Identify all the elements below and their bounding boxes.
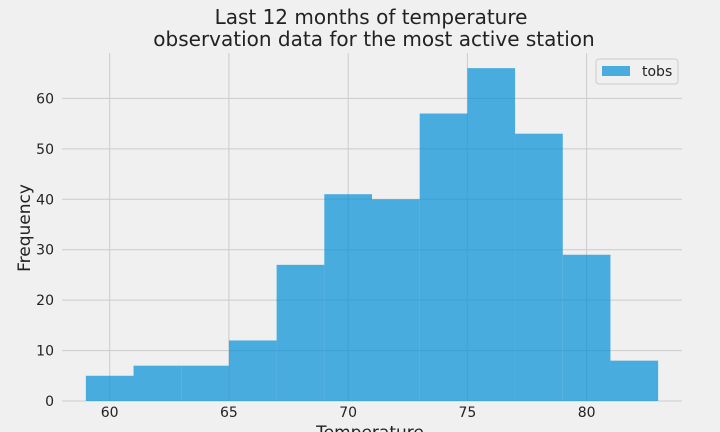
histogram-bar	[324, 194, 372, 401]
legend-label-tobs: tobs	[642, 64, 672, 80]
histogram-bar	[467, 68, 516, 401]
x-tick-label: 70	[339, 405, 357, 421]
histogram-bar	[228, 340, 277, 401]
y-tick-label: 0	[45, 394, 54, 410]
x-axis-label: Temperature	[315, 423, 424, 432]
y-tick-label: 60	[36, 91, 54, 107]
histogram-bar	[515, 133, 563, 401]
x-tick-label: 80	[578, 405, 596, 421]
y-tick-label: 20	[36, 293, 54, 309]
histogram-bar	[181, 365, 229, 401]
legend-swatch-tobs	[602, 66, 630, 76]
tick-labels: 60 65 70 75 80 0 10 20 30 40 50 60	[36, 91, 595, 421]
y-tick-label: 10	[36, 344, 54, 360]
y-axis-label: Frequency	[15, 184, 35, 272]
histogram-bar	[562, 254, 611, 401]
histogram-bar	[372, 199, 420, 401]
legend-box	[595, 58, 679, 85]
x-tick-label: 65	[220, 405, 238, 421]
y-tick-label: 40	[36, 192, 54, 208]
histogram-bar	[610, 360, 659, 401]
chart-title-line-2: observation data for the most active sta…	[153, 27, 594, 51]
x-tick-label: 60	[101, 405, 119, 421]
y-tick-label: 30	[36, 243, 54, 259]
chart-title-line-1: Last 12 months of temperature	[215, 5, 528, 29]
legend: tobs	[595, 58, 679, 85]
y-tick-label: 50	[36, 142, 54, 158]
histogram-bar	[133, 365, 182, 401]
histogram-bar	[276, 264, 325, 401]
histogram-bar	[419, 113, 468, 402]
histogram-bar	[85, 375, 134, 401]
x-tick-label: 75	[458, 405, 476, 421]
histogram-bars	[85, 68, 659, 402]
